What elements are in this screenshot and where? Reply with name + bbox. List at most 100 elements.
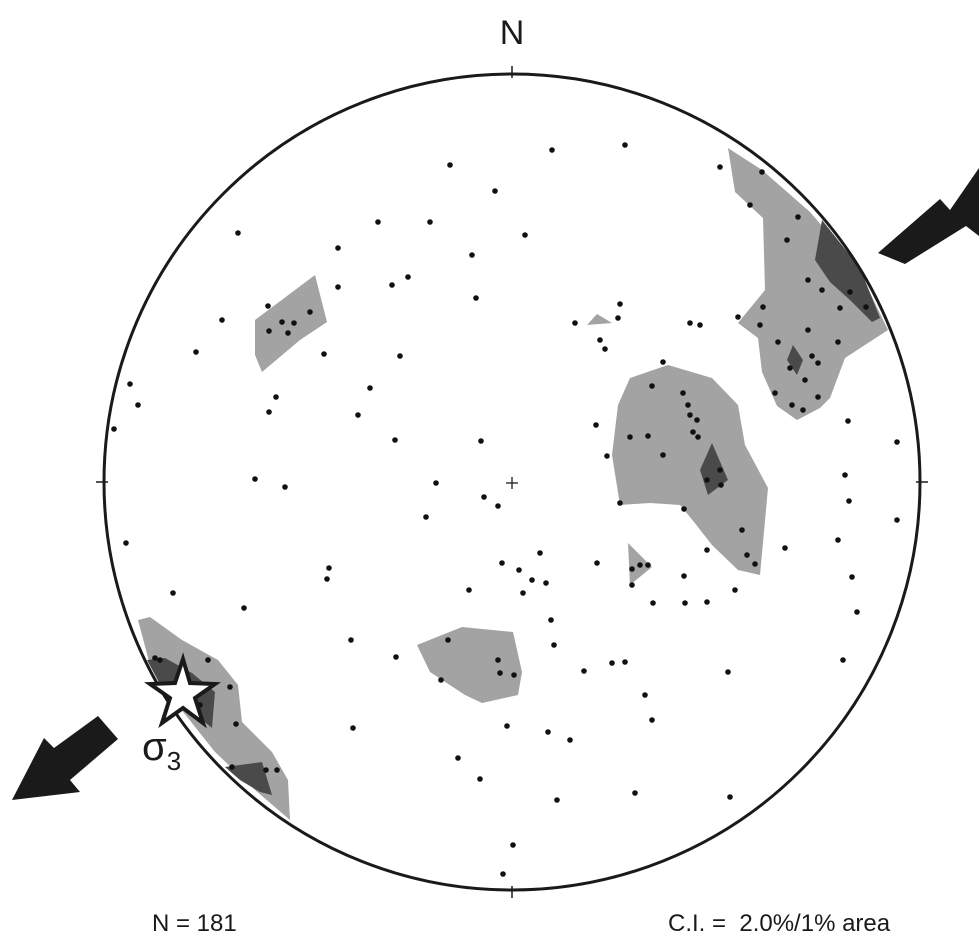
pole-point [266,328,272,334]
pole-point [520,590,526,596]
pole-point [704,599,710,605]
pole-point [704,477,710,483]
pole-point [495,657,501,663]
pole-point [604,453,610,459]
contour-small-north [587,314,612,325]
pole-point [350,725,356,731]
pole-point [752,561,758,567]
pole-point [263,767,269,773]
contour-south [417,627,522,703]
pole-point [135,402,141,408]
pole-point [393,654,399,660]
pole-point [478,438,484,444]
cardinal-ticks [96,66,928,898]
pole-point [629,582,635,588]
pole-points [111,142,900,877]
pole-point [307,309,313,315]
pole-point [697,322,703,328]
contour-east-outer [612,365,768,575]
pole-point [637,562,643,568]
sigma3-star-icon [143,652,222,729]
pole-point [241,605,247,611]
pole-point [495,503,501,509]
pole-point [815,360,821,366]
pole-point [789,402,795,408]
pole-point [447,162,453,168]
pole-point [274,767,280,773]
pole-point [597,337,603,343]
pole-point [522,232,528,238]
pole-point [567,737,573,743]
pole-point [282,484,288,490]
pole-point [572,320,578,326]
pole-point [516,567,522,573]
pole-point [840,657,846,663]
pole-point [681,506,687,512]
pole-point [291,320,297,326]
pole-point [219,317,225,323]
pole-point [784,237,790,243]
pole-point [805,277,811,283]
pole-point [629,566,635,572]
pole-point [497,670,503,676]
pole-point [845,418,851,424]
pole-point [389,282,395,288]
pole-point [680,390,686,396]
pole-point [787,365,793,371]
pole-point [681,573,687,579]
pole-point [405,274,411,280]
pole-point [819,287,825,293]
pole-point [854,609,860,615]
pole-point [549,147,555,153]
pole-point [795,214,801,220]
pole-point [805,327,811,333]
pole-point [111,426,117,432]
pole-point [650,600,656,606]
extension-arrows [12,168,979,800]
pole-point [492,188,498,194]
pole-point [717,467,723,473]
pole-point [800,407,806,413]
pole-point [445,637,451,643]
pole-point [252,476,258,482]
pole-point [581,668,587,674]
pole-point [397,353,403,359]
pole-point [152,655,158,661]
pole-point [481,494,487,500]
pole-point [687,412,693,418]
pole-point [632,790,638,796]
north-label: N [500,14,525,52]
pole-point [846,498,852,504]
pole-point [326,565,332,571]
pole-point [645,433,651,439]
pole-point [438,677,444,683]
pole-point [504,723,510,729]
contour-ne-outer [728,148,888,420]
pole-point [735,314,741,320]
pole-point [543,580,549,586]
pole-point [602,346,608,352]
pole-point [660,359,666,365]
pole-point [427,219,433,225]
pole-point [273,394,279,400]
pole-point [355,412,361,418]
pole-point [477,776,483,782]
pole-point [649,383,655,389]
pole-point [266,409,272,415]
pole-point [285,330,291,336]
pole-point [695,434,701,440]
pole-point [205,657,211,663]
pole-point [433,480,439,486]
pole-point [694,417,700,423]
pole-point [690,429,696,435]
pole-point [537,550,543,556]
sigma3-label: σ3 [142,725,181,776]
pole-point [617,500,623,506]
pole-point [127,381,133,387]
pole-point [545,729,551,735]
pole-point [593,422,599,428]
pole-point [775,339,781,345]
pole-point [170,590,176,596]
pole-point [725,669,731,675]
pole-point [757,322,763,328]
